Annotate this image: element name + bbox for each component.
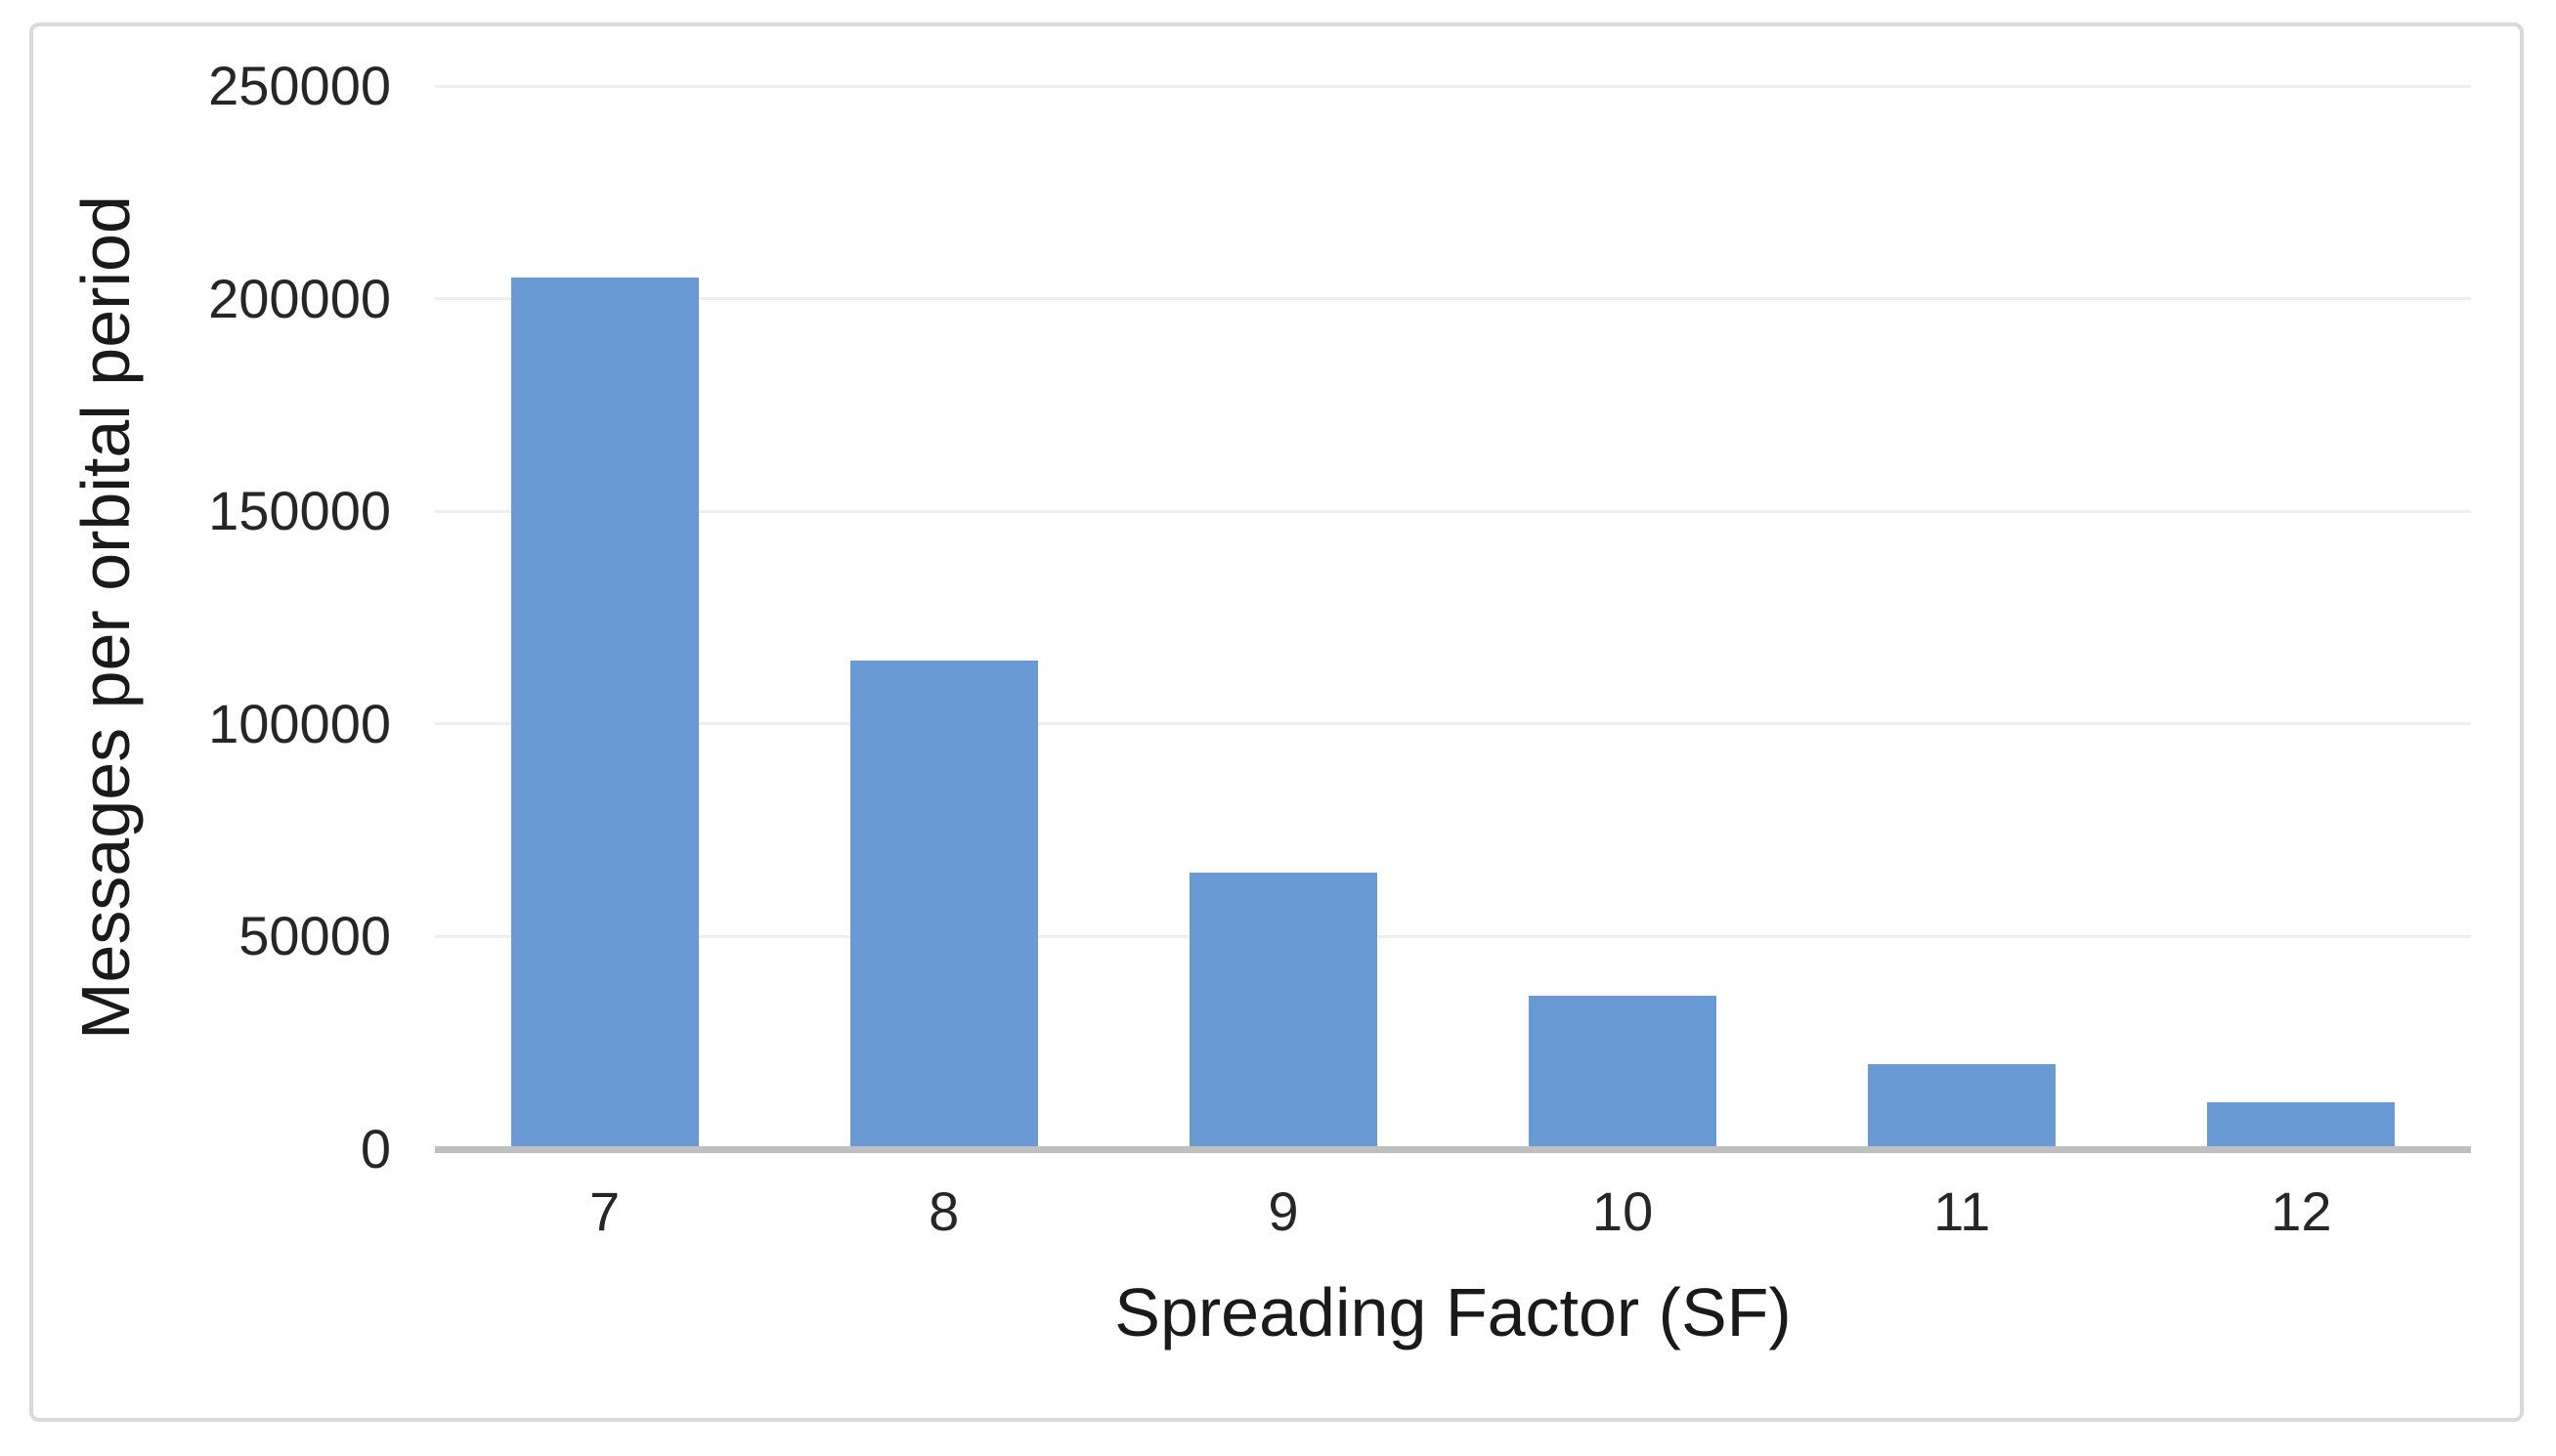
x-tick-label-9: 9 <box>1268 1180 1299 1242</box>
bar-sf11 <box>1868 1063 2057 1149</box>
bar-sf7 <box>510 277 699 1149</box>
x-tick-label-10: 10 <box>1591 1180 1654 1242</box>
gridline-100000 <box>435 722 2471 726</box>
y-tick-label-150000: 150000 <box>208 480 391 542</box>
x-axis-title: Spreading Factor (SF) <box>1114 1274 1792 1350</box>
y-tick-label-250000: 250000 <box>208 55 391 116</box>
plot-area <box>435 84 2471 1149</box>
y-axis-title: Messages per orbital period <box>67 195 144 1040</box>
gridline-150000 <box>435 509 2471 513</box>
bar-sf8 <box>849 660 1038 1149</box>
chart-frame <box>29 22 2524 1422</box>
gridline-200000 <box>435 297 2471 301</box>
bar-sf10 <box>1529 996 1717 1149</box>
x-axis-line <box>435 1146 2471 1153</box>
x-tick-label-11: 11 <box>1933 1180 1991 1242</box>
gridline-50000 <box>435 934 2471 938</box>
y-tick-label-200000: 200000 <box>208 267 391 329</box>
y-tick-label-100000: 100000 <box>208 692 391 754</box>
x-tick-label-8: 8 <box>929 1180 960 1242</box>
gridline-250000 <box>435 84 2471 88</box>
bar-sf12 <box>2207 1102 2396 1149</box>
y-tick-label-0: 0 <box>360 1118 391 1179</box>
y-tick-label-50000: 50000 <box>238 905 391 967</box>
x-tick-label-12: 12 <box>2271 1180 2332 1242</box>
bar-sf9 <box>1189 873 1377 1149</box>
x-tick-label-7: 7 <box>589 1180 621 1242</box>
